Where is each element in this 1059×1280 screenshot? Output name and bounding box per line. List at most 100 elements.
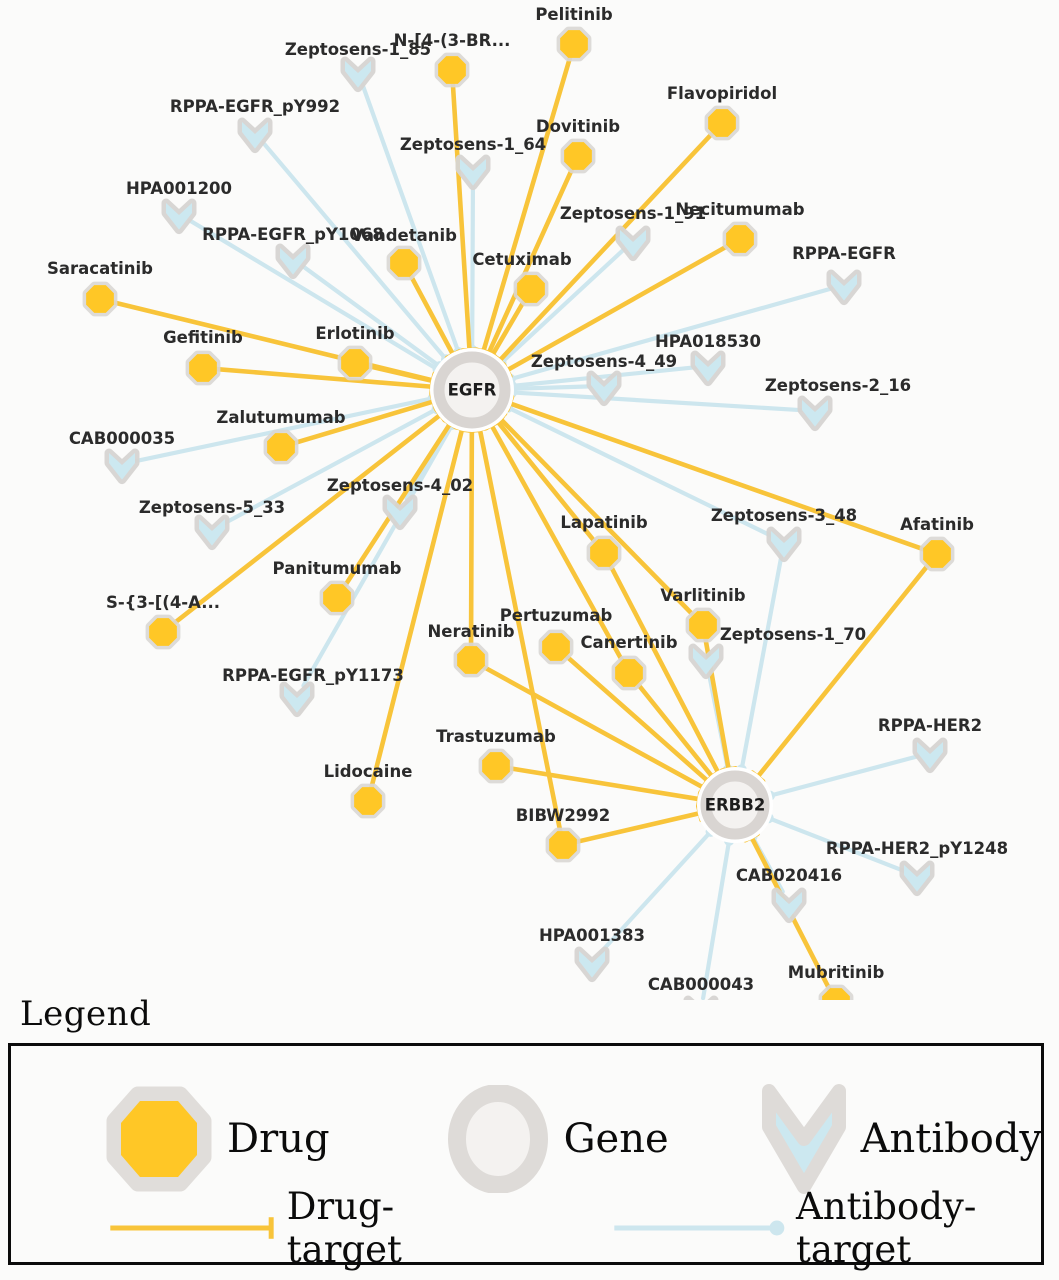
drug-node-label: Gefitinib — [163, 328, 243, 347]
antibody-node-label: RPPA-EGFR — [792, 244, 896, 263]
drug-node[interactable] — [560, 138, 596, 174]
antibody-node-label: Zeptosens-4_49 — [531, 352, 677, 371]
antibody-node[interactable] — [340, 56, 376, 93]
antibody-node-label: RPPA-HER2_pY1248 — [826, 839, 1008, 858]
drug-node[interactable] — [513, 271, 549, 307]
drug-node-label: Zalutumumab — [216, 408, 345, 427]
drug-node-label: Saracatinib — [47, 259, 153, 278]
drug-node-label: Vandetanib — [351, 226, 457, 245]
gene-node-egfr[interactable]: EGFR — [430, 348, 514, 432]
antibody-node[interactable] — [194, 514, 230, 551]
drug-node[interactable] — [722, 221, 758, 257]
drug-node[interactable] — [263, 429, 299, 465]
legend-shape-row: Drug Gene Antibody — [11, 1083, 1042, 1195]
antibody-node-label: HPA001383 — [539, 926, 645, 945]
drug-node[interactable] — [350, 783, 386, 819]
drug-node[interactable] — [704, 105, 740, 141]
network-canvas[interactable]: EGFR ERBB2 Zeptosens-1_85 RPPA-EGFR_pY992 Z… — [0, 0, 1059, 1000]
drug-node[interactable] — [337, 345, 373, 381]
legend-edge-drug-target: Drug-target — [107, 1185, 471, 1271]
drug-node[interactable] — [145, 614, 181, 650]
drug-node-label: Trastuzumab — [436, 727, 556, 746]
legend-label-antibody: Antibody — [860, 1116, 1043, 1162]
antibody-node[interactable] — [279, 681, 315, 718]
drug-node[interactable] — [919, 536, 955, 572]
drug-node-label: Mubritinib — [788, 963, 885, 982]
drug-node[interactable] — [82, 281, 118, 317]
nodes-layer[interactable]: EGFR ERBB2 — [82, 26, 955, 1000]
antibody-target-edge-icon — [614, 1220, 785, 1236]
antibody-node-label: CAB000043 — [648, 975, 754, 994]
drug-node-label: Panitumumab — [273, 559, 402, 578]
antibody-node[interactable] — [797, 395, 833, 432]
antibody-node-label: Zeptosens-2_16 — [765, 376, 911, 395]
antibody-node-label: RPPA-EGFR_pY992 — [170, 97, 340, 116]
gene-node-erbb2[interactable]: ERBB2 — [697, 767, 773, 843]
drug-node-label: Necitumumab — [675, 200, 804, 219]
legend-label-antibody-target: Antibody-target — [796, 1185, 977, 1271]
drug-node[interactable] — [319, 580, 355, 616]
drug-target-edge-icon — [110, 1217, 274, 1239]
drug-node-label: Pelitinib — [535, 5, 613, 24]
legend-item-drug: Drug — [105, 1085, 330, 1193]
drug-node-label: Lidocaine — [324, 762, 413, 781]
drug-node[interactable] — [556, 26, 592, 62]
antibody-node[interactable] — [455, 154, 491, 191]
drug-node-label: S-{3-[(4-A... — [106, 593, 220, 612]
antibody-node[interactable] — [688, 643, 724, 680]
antibody-node[interactable] — [104, 448, 140, 485]
drug-node[interactable] — [478, 748, 514, 784]
gene-node-label: ERBB2 — [705, 796, 766, 815]
antibody-node[interactable] — [586, 370, 622, 407]
antibody-node[interactable] — [826, 269, 862, 306]
antibody-node[interactable] — [615, 225, 651, 262]
drug-node[interactable] — [434, 52, 470, 88]
antibody-node[interactable] — [161, 198, 197, 235]
antibody-node-label: CAB000035 — [69, 429, 175, 448]
network-graph[interactable]: EGFR ERBB2 Zeptosens-1_85 RPPA-EGFR_pY992 Z… — [0, 0, 1059, 1000]
antibody-node-label: Zeptosens-1_85 — [285, 40, 431, 59]
drug-node-label: N-[4-(3-BR... — [394, 31, 511, 50]
drug-node[interactable] — [538, 629, 574, 665]
drug-node-label: Flavopiridol — [667, 84, 777, 103]
drug-node[interactable] — [185, 350, 221, 386]
drug-node-label: Varlitinib — [660, 586, 745, 605]
drug-node-label: Erlotinib — [315, 324, 394, 343]
drug-node[interactable] — [818, 984, 854, 1000]
drug-node[interactable] — [453, 642, 489, 678]
antibody-node[interactable] — [766, 526, 802, 563]
antibody-node[interactable] — [912, 737, 948, 774]
antibody-node-label: RPPA-EGFR_pY1173 — [222, 666, 404, 685]
antibody-node-label: RPPA-HER2 — [878, 716, 982, 735]
antibody-node-label: Zeptosens-1_70 — [720, 625, 866, 644]
antibody-node[interactable] — [690, 350, 726, 387]
drug-node-label: Neratinib — [427, 622, 514, 641]
antibody-node[interactable] — [771, 887, 807, 924]
drug-node[interactable] — [611, 655, 647, 691]
drug-node-label: Dovitinib — [536, 117, 620, 136]
drug-node[interactable] — [685, 607, 721, 643]
antibody-node[interactable] — [574, 946, 610, 983]
drug-node-label: Pertuzumab — [500, 606, 613, 625]
drug-octagon-icon — [106, 1086, 212, 1192]
gene-node-label: EGFR — [448, 381, 497, 400]
legend-label-drug: Drug — [227, 1116, 330, 1162]
antibody-node-label: Zeptosens-4_02 — [327, 476, 473, 495]
antibody-node[interactable] — [382, 494, 418, 531]
antibody-node-label: HPA001200 — [126, 179, 232, 198]
antibody-node-label: Zeptosens-3_48 — [711, 506, 857, 525]
legend-edge-row: Drug-target Antibody-target — [11, 1185, 1041, 1271]
drug-node-label: Cetuximab — [472, 250, 572, 269]
drug-node[interactable] — [386, 245, 422, 281]
drug-node-label: Canertinib — [580, 633, 677, 652]
antibody-node[interactable] — [899, 860, 935, 897]
drug-node[interactable] — [586, 535, 622, 571]
legend-item-antibody: Antibody — [761, 1083, 1042, 1195]
legend-item-gene: Gene — [446, 1085, 669, 1193]
antibody-node[interactable] — [275, 243, 311, 280]
antibody-node-label: CAB020416 — [736, 866, 842, 885]
drug-node[interactable] — [545, 827, 581, 863]
antibody-chevron-icon — [761, 1084, 846, 1194]
antibody-node[interactable] — [237, 117, 273, 154]
drug-node-label: BIBW2992 — [516, 806, 611, 825]
